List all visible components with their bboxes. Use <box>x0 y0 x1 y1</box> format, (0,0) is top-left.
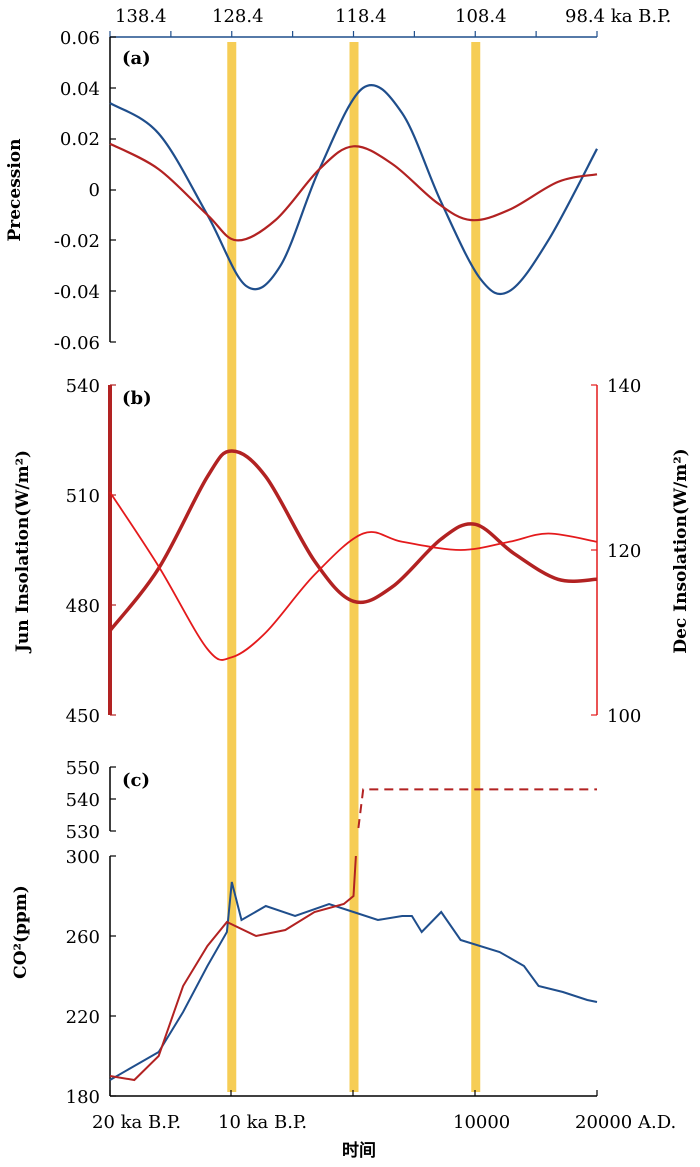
highlight-band-3 <box>471 42 481 1092</box>
top-tick-label-4: 108.4 <box>455 6 507 27</box>
yb-left-label-1: 510 <box>66 486 100 507</box>
yc-lower-label-0: 300 <box>66 847 100 868</box>
ya-label-1: 0.04 <box>60 79 100 100</box>
panel-c-y-title: CO²(ppm) <box>11 885 31 979</box>
yc-lower-label-2: 220 <box>66 1007 100 1028</box>
panel-a-y-ticks <box>110 36 116 343</box>
panel-b: 540 510 480 450 140 120 100 Jun Insolati… <box>13 376 691 727</box>
yb-right-label-0: 140 <box>607 376 641 397</box>
ya-label-2: 0.02 <box>60 129 100 150</box>
precession_red-line <box>109 142 598 242</box>
x-label-4: 20000 A.D. <box>575 1112 676 1133</box>
x-axis-title: 时间 <box>342 1140 376 1161</box>
yc-upper-label-0: 550 <box>66 758 100 779</box>
x-label-1: 20 ka B.P. <box>92 1112 181 1133</box>
ya-label-3: 0 <box>89 180 100 201</box>
ya-label-4: -0.02 <box>54 231 100 252</box>
top-tick-label-1: 138.4 <box>115 6 167 27</box>
panel-b-label: (b) <box>122 388 152 409</box>
jun_insolation-line <box>108 449 598 632</box>
highlight-band-1 <box>227 42 237 1092</box>
yb-left-label-3: 450 <box>66 706 100 727</box>
x-label-3: 10000 <box>453 1112 510 1133</box>
yc-upper-label-2: 530 <box>66 822 100 843</box>
ya-label-0: 0.06 <box>60 28 100 49</box>
panel-c: 550 540 530 300 260 220 180 CO²(ppm) (c)… <box>11 758 676 1161</box>
top-tick-label-3: 118.4 <box>335 6 387 27</box>
highlight-band-2 <box>349 42 359 1092</box>
co2_blue-line <box>109 881 598 1081</box>
yb-left-label-0: 540 <box>66 376 100 397</box>
top-tick-label-end: 98.4 ka B.P. <box>565 6 671 27</box>
x-label-2: 10 ka B.P. <box>218 1112 307 1133</box>
panel-b-right-title: Dec Insolation(W/m²) <box>671 448 691 653</box>
co2_red-line <box>109 855 357 1082</box>
top-axis-ticks <box>109 31 598 37</box>
panel-c-label: (c) <box>122 770 150 791</box>
yb-right-label-1: 120 <box>607 541 641 562</box>
panel-a: 138.4 128.4 118.4 108.4 98.4 ka B.P. 0.0… <box>5 6 671 354</box>
yc-upper-label-1: 540 <box>66 790 100 811</box>
yc-lower-label-1: 260 <box>66 927 100 948</box>
panel-c-ticks <box>109 766 598 1097</box>
ya-label-6: -0.06 <box>54 333 100 354</box>
dec_insolation-line <box>109 491 598 661</box>
panel-b-left-title: Jun Insolation(W/m²) <box>13 450 33 654</box>
panel-c-series <box>109 788 598 1082</box>
top-tick-label-2: 128.4 <box>212 6 264 27</box>
yb-right-label-2: 100 <box>607 706 641 727</box>
panel-a-series <box>109 84 598 296</box>
ya-label-5: -0.04 <box>54 282 100 303</box>
yc-lower-label-3: 180 <box>66 1087 100 1108</box>
panel-b-series <box>108 449 598 661</box>
yb-left-label-2: 480 <box>66 596 100 617</box>
highlight-bands <box>227 42 481 1092</box>
co2_projection-line <box>357 788 597 829</box>
panel-a-label: (a) <box>122 48 151 69</box>
panel-a-y-title: Precession <box>5 138 25 241</box>
